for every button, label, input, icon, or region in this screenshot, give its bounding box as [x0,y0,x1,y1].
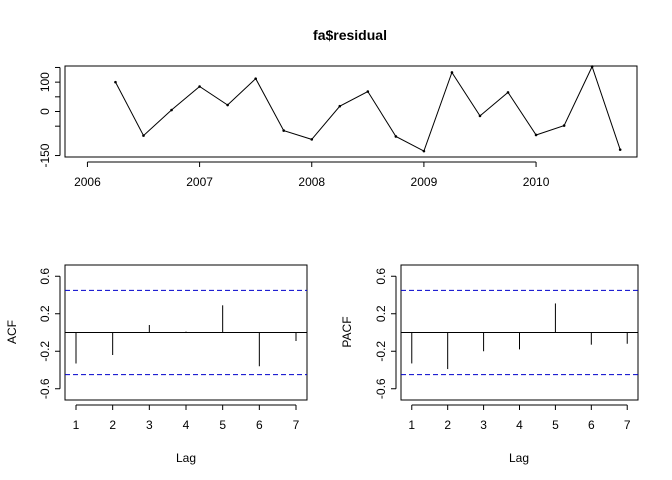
residual-x-tick-label: 2008 [298,175,325,189]
residual-point [142,134,145,137]
residual-point [394,135,398,138]
pacf-axes: 1 2 3 4 5 6 7 -0.6 -0.2 0.2 0.6 [374,268,631,432]
residual-point [506,91,510,94]
residual-point [422,149,426,153]
residual-point [366,90,370,93]
acf-panel: 1 2 3 4 5 6 7 -0.6 -0.2 0.2 0.6 Lag ACF [5,264,308,465]
residual-y-tick-label: 100 [38,72,52,92]
acf-y-tick-label: -0.2 [38,341,52,362]
residual-point [114,80,117,84]
residual-point [226,103,229,107]
residual-x-tick-label: 2010 [523,175,550,189]
residual-point [562,124,566,127]
residual-point [534,133,538,137]
acf-y-axis-label: ACF [5,320,19,344]
residual-y-tick-label: 0 [38,108,52,115]
residual-point [618,148,622,151]
residual-x-tick-label: 2009 [411,175,438,189]
residual-point [310,138,314,141]
acf-y-tick-label: 0.2 [38,305,52,322]
residual-series-line [115,65,621,152]
acf-x-tick-label: 6 [256,418,263,432]
residual-x-tick-label: 2006 [74,175,101,189]
residual-point [198,85,201,88]
acf-bars [65,289,307,376]
acf-x-tick-label: 5 [219,418,226,432]
pacf-x-tick-label: 2 [444,418,451,432]
acf-x-tick-label: 3 [146,418,153,432]
residual-point [170,108,173,112]
pacf-y-tick-label: 0.2 [374,305,388,322]
residual-axes: 2006 2007 2008 2009 2010 -150 0 100 [38,66,550,189]
acf-x-tick-label: 4 [183,418,190,432]
pacf-y-axis-label: PACF [340,316,354,347]
acf-x-tick-label: 1 [73,418,80,432]
pacf-x-tick-label: 3 [480,418,487,432]
acf-x-tick-label: 7 [293,418,300,432]
residual-point [590,65,594,68]
pacf-x-tick-label: 4 [516,418,523,432]
residual-point [450,71,454,74]
acf-x-axis-label: Lag [176,451,196,465]
acf-x-tick-label: 2 [109,418,116,432]
residual-y-tick-label: -150 [38,143,52,167]
pacf-y-tick-label: 0.6 [374,268,388,285]
pacf-bars [401,289,638,376]
residual-chart-title: fa$residual [313,27,387,43]
pacf-y-tick-label: -0.6 [374,378,388,399]
acf-y-tick-label: -0.6 [38,378,52,399]
pacf-x-tick-label: 6 [588,418,595,432]
residual-point [282,129,286,132]
pacf-x-tick-label: 1 [408,418,415,432]
residual-point [478,114,482,118]
pacf-panel: 1 2 3 4 5 6 7 -0.6 -0.2 0.2 0.6 Lag PACF [340,264,639,465]
residual-point [338,104,342,108]
pacf-y-tick-label: -0.2 [374,341,388,362]
residual-point [254,77,257,80]
residual-x-tick-label: 2007 [186,175,213,189]
residual-time-series-panel: fa$residual 2006 2007 2008 2009 2010 -150 0 100 [38,27,638,189]
acf-y-tick-label: 0.6 [38,268,52,285]
pacf-x-tick-label: 7 [624,418,631,432]
residual-plot-frame [64,65,638,158]
residual-points [114,65,622,153]
pacf-x-axis-label: Lag [509,451,529,465]
acf-axes: 1 2 3 4 5 6 7 -0.6 -0.2 0.2 0.6 [38,268,299,432]
pacf-x-tick-label: 5 [552,418,559,432]
